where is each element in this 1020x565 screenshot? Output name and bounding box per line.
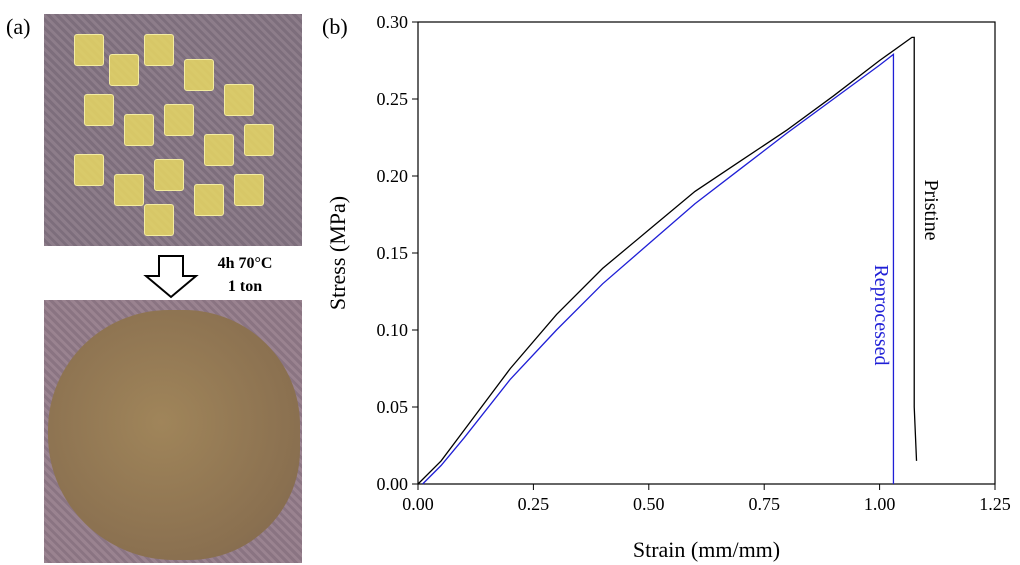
chip xyxy=(204,134,234,166)
chip xyxy=(114,174,144,206)
chip xyxy=(164,104,194,136)
chip xyxy=(74,154,104,186)
x-tick-label: 0.25 xyxy=(518,494,550,514)
y-tick-label: 0.10 xyxy=(377,320,409,340)
series-line xyxy=(422,53,895,485)
chip xyxy=(154,159,184,191)
x-tick-label: 0.50 xyxy=(633,494,665,514)
y-tick-label: 0.15 xyxy=(377,243,409,263)
process-text: 1 ton xyxy=(228,278,262,295)
chip xyxy=(244,124,274,156)
chip xyxy=(84,94,114,126)
chip xyxy=(194,184,224,216)
series-label: Pristine xyxy=(920,179,942,240)
chip xyxy=(74,34,104,66)
film xyxy=(48,310,300,560)
y-tick-label: 0.00 xyxy=(377,474,409,494)
series-line xyxy=(417,36,918,485)
photo-film xyxy=(44,300,302,563)
process-text: 4h 70°C xyxy=(218,255,273,272)
series-label: Reprocessed xyxy=(870,264,892,365)
y-tick-label: 0.05 xyxy=(377,397,409,417)
plot-frame xyxy=(417,21,996,485)
chip xyxy=(124,114,154,146)
process-arrow xyxy=(143,255,199,299)
panel-label: (b) xyxy=(322,14,348,39)
x-tick-label: 0.75 xyxy=(748,494,780,514)
chip xyxy=(144,204,174,236)
chip xyxy=(234,174,264,206)
chip xyxy=(144,34,174,66)
panel-label: (a) xyxy=(6,14,30,39)
chip xyxy=(184,59,214,91)
photo-pieces xyxy=(44,14,302,246)
chip xyxy=(224,84,254,116)
y-tick-label: 0.30 xyxy=(377,12,409,32)
x-axis-label: Strain (mm/mm) xyxy=(633,537,780,562)
y-tick-label: 0.20 xyxy=(377,166,409,186)
x-tick-label: 1.00 xyxy=(864,494,896,514)
x-tick-label: 1.25 xyxy=(979,494,1011,514)
y-tick-label: 0.25 xyxy=(377,89,409,109)
y-axis-label: Stress (MPa) xyxy=(325,196,350,310)
x-tick-label: 0.00 xyxy=(402,494,434,514)
chip xyxy=(109,54,139,86)
